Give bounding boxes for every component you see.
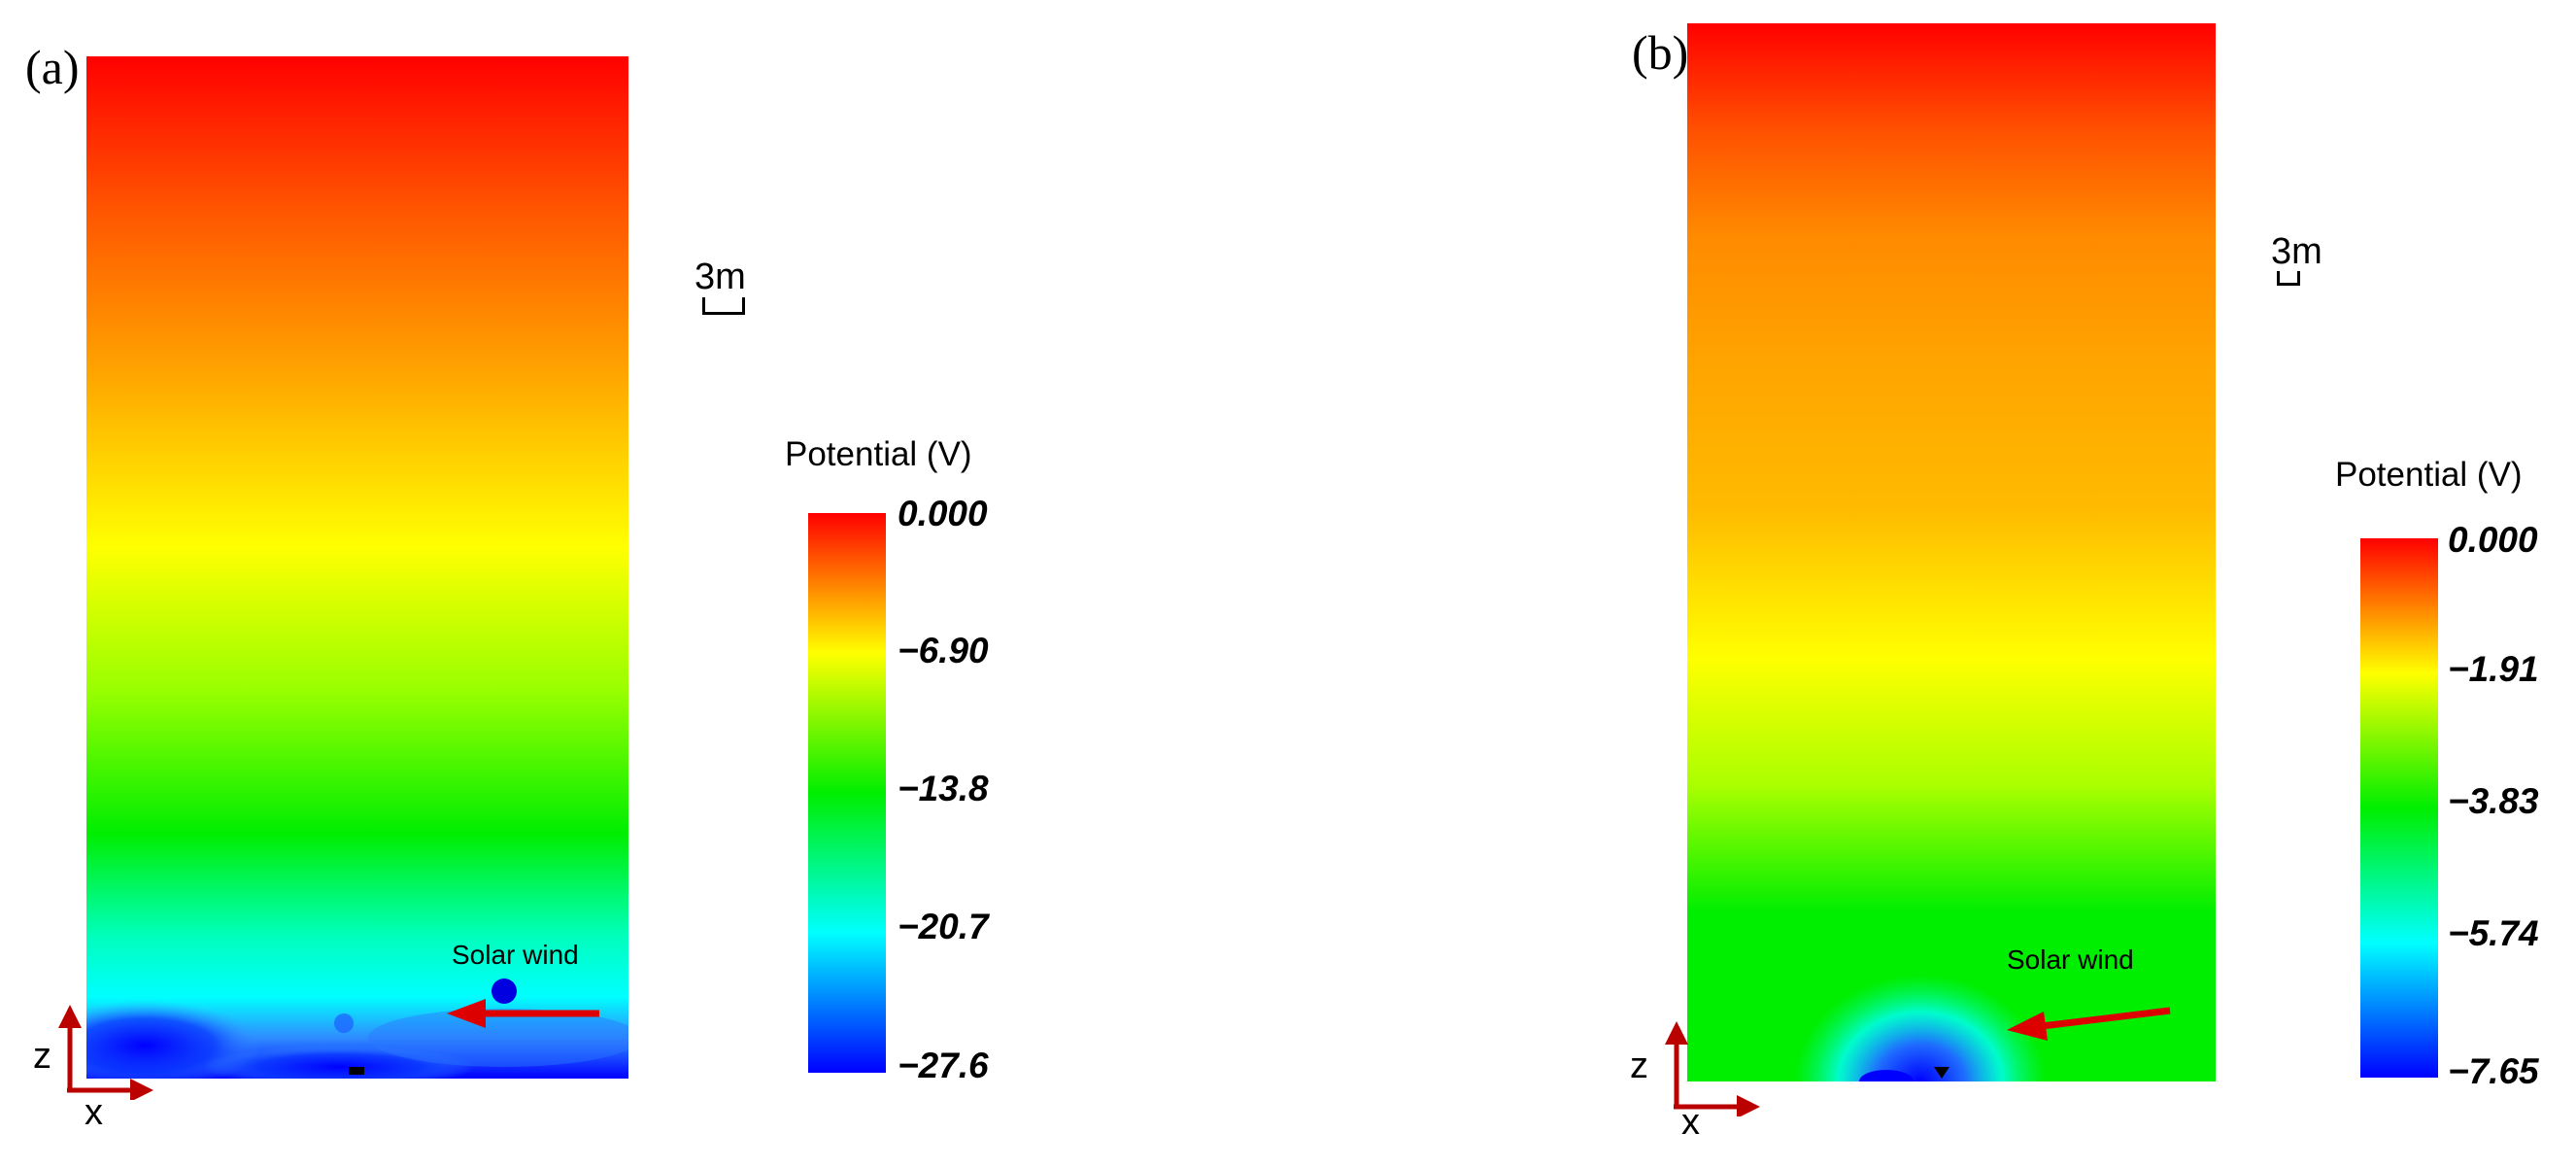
axis-label-x-b: x (1681, 1102, 1700, 1143)
scale-bar-b (2277, 271, 2300, 286)
probe-object-a (491, 978, 517, 1004)
solar-wind-label-a: Solar wind (452, 940, 579, 970)
colorbar-tick-a-3: −20.7 (898, 907, 989, 946)
axis-label-z-b: z (1630, 1046, 1648, 1086)
solar-wind-arrow-a (447, 999, 599, 1028)
colorbar-fill-a (808, 513, 886, 1073)
colorbar-tick-b-1: −1.91 (2448, 649, 2539, 689)
axis-label-x-a: x (85, 1092, 103, 1133)
scale-bar-a (702, 297, 745, 315)
panel-label-a: (a) (25, 40, 80, 94)
field-gradient-a (86, 56, 628, 1079)
colorbar-tick-b-2: −3.83 (2448, 781, 2539, 821)
solar-wind-label-b: Solar wind (2007, 944, 2134, 975)
colorbar-tick-b-0: 0.000 (2448, 520, 2538, 560)
axis-label-z-a: z (33, 1036, 51, 1077)
depletion-region-b (1794, 975, 2047, 1081)
panel-label-b: (b) (1632, 25, 1689, 80)
colorbar-a (808, 513, 886, 1073)
depletion-region-a2 (203, 1046, 475, 1079)
panel-b: (b) 3m Po (1288, 0, 2576, 1167)
legend-title-b: Potential (V) (2335, 456, 2523, 494)
probe-object-b (1859, 1070, 1914, 1081)
depletion-region-a3 (368, 1009, 628, 1067)
lander-marker-a (349, 1067, 364, 1075)
coordinate-axes-b (1665, 1021, 1760, 1116)
colorbar-tick-a-1: −6.90 (898, 631, 989, 670)
field-gradient-b (1687, 23, 2216, 1081)
solar-wind-arrow-b (2007, 1007, 2171, 1041)
legend-title-a: Potential (V) (785, 435, 972, 473)
colorbar-tick-b-3: −5.74 (2448, 913, 2539, 953)
lander-marker-b (1934, 1067, 1949, 1079)
scale-label-a: 3m (695, 257, 746, 297)
potential-field-a (86, 56, 628, 1079)
colorbar-fill-b (2360, 538, 2438, 1078)
coordinate-axes-a (58, 1005, 153, 1100)
probe-object-a2 (334, 1013, 354, 1033)
colorbar-b (2360, 538, 2438, 1078)
panel-a: (a) (25, 40, 989, 1133)
colorbar-tick-a-0: 0.000 (898, 494, 988, 533)
colorbar-tick-a-4: −27.6 (898, 1046, 989, 1085)
potential-field-b (1687, 23, 2216, 1081)
colorbar-tick-b-4: −7.65 (2448, 1051, 2539, 1091)
scale-label-b: 3m (2271, 231, 2322, 272)
colorbar-tick-a-2: −13.8 (898, 769, 989, 808)
